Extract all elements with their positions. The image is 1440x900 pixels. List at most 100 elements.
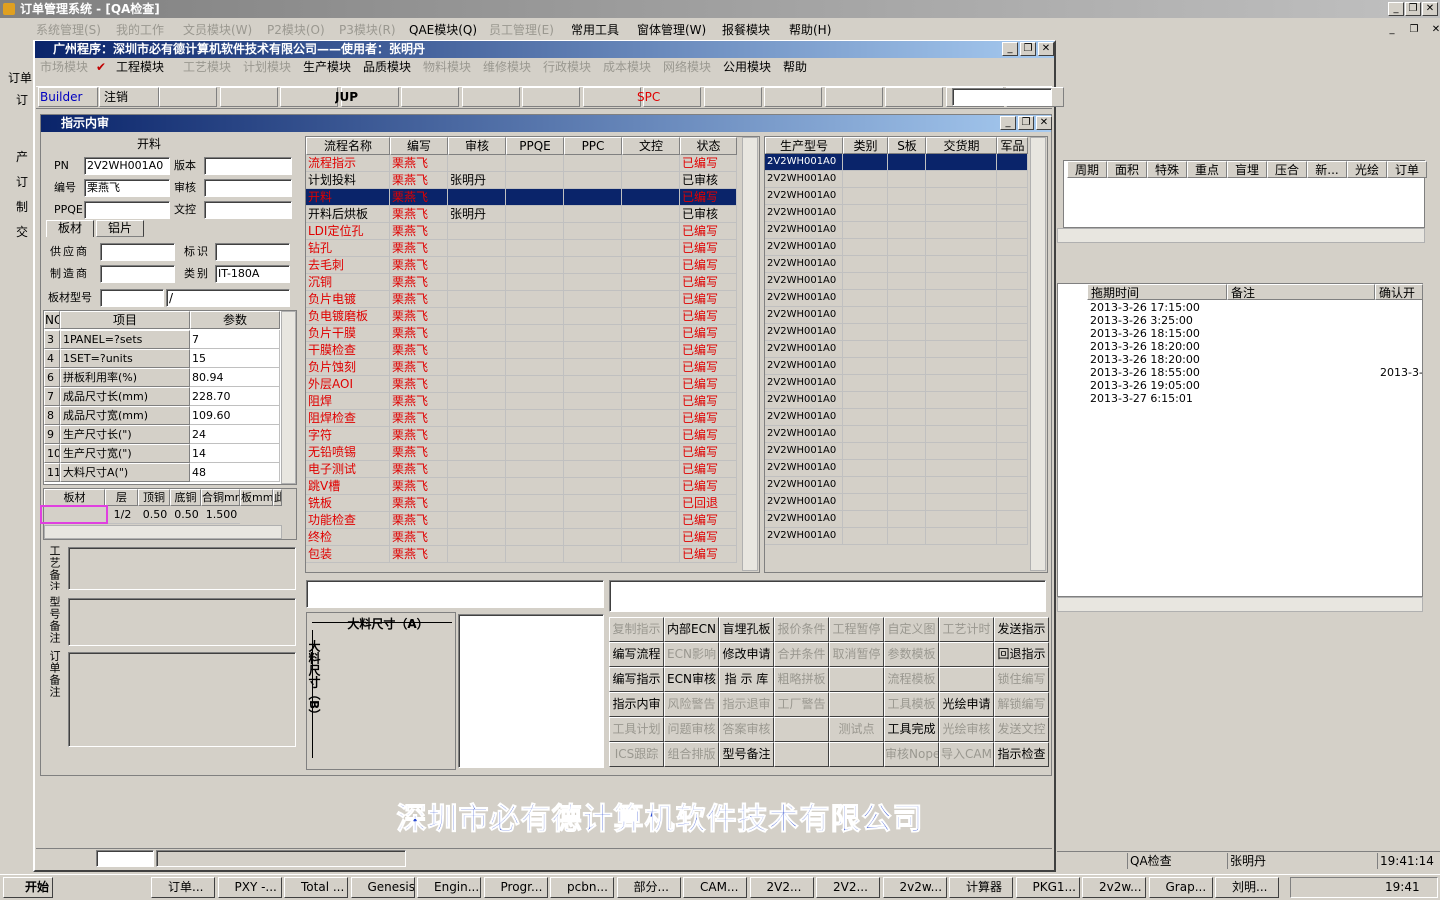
menu-item[interactable]: 网络模块	[663, 60, 712, 74]
flow-cell[interactable]	[622, 427, 680, 444]
flow-cell[interactable]	[564, 359, 622, 376]
action-button[interactable]: 内部ECN	[664, 617, 719, 642]
flow-cell[interactable]: 计划投料	[306, 172, 390, 189]
action-button[interactable]: 光绘审核	[939, 717, 994, 742]
menu-item[interactable]: 成本模块	[603, 60, 652, 74]
models-cell[interactable]: 2V2WH001A0	[765, 528, 843, 545]
models-cell[interactable]	[926, 460, 997, 477]
models-cell[interactable]: 2V2WH001A0	[765, 324, 843, 341]
models-cell[interactable]: 2V2WH001A0	[765, 222, 843, 239]
flow-cell[interactable]	[564, 257, 622, 274]
models-cell[interactable]	[926, 324, 997, 341]
models-cell[interactable]	[997, 205, 1028, 222]
flow-cell[interactable]: LDI定位孔	[306, 223, 390, 240]
action-button[interactable]: 工厂警告	[774, 692, 829, 717]
flow-cell[interactable]: 栗燕飞	[390, 325, 448, 342]
flow-cell[interactable]: 栗燕飞	[390, 206, 448, 223]
flow-cell[interactable]	[506, 444, 564, 461]
tab[interactable]: 板材	[46, 220, 94, 237]
action-button[interactable]: ICS跟踪	[609, 742, 664, 767]
toolbar-button[interactable]	[280, 87, 338, 107]
models-cell[interactable]: 2V2WH001A0	[765, 477, 843, 494]
action-button[interactable]: 指 示 库	[719, 667, 774, 692]
task-button[interactable]: 部分...	[616, 877, 681, 898]
flow-cell[interactable]: 已编写	[680, 325, 737, 342]
flow-cell[interactable]	[564, 529, 622, 546]
flow-cell[interactable]	[564, 478, 622, 495]
flow-cell[interactable]	[448, 410, 506, 427]
models-cell[interactable]	[888, 392, 926, 409]
menu-item[interactable]: 报餐模块	[722, 23, 771, 37]
flow-cell[interactable]	[448, 427, 506, 444]
models-cell[interactable]	[843, 256, 888, 273]
models-cell[interactable]: 2V2WH001A0	[765, 409, 843, 426]
flow-cell[interactable]: 已编写	[680, 189, 737, 206]
menu-item[interactable]: 公用模块	[723, 60, 772, 74]
models-cell[interactable]	[843, 290, 888, 307]
models-cell[interactable]: 2V2WH001A0	[765, 290, 843, 307]
models-cell[interactable]	[843, 528, 888, 545]
task-button[interactable]: Total ...	[284, 877, 348, 898]
action-button[interactable]: 工具完成	[884, 717, 939, 742]
toolbar-button[interactable]	[643, 87, 701, 107]
toolbar-button[interactable]	[98, 87, 159, 107]
models-cell[interactable]	[888, 256, 926, 273]
models-cell[interactable]	[997, 239, 1028, 256]
field-input[interactable]	[100, 289, 164, 307]
task-button[interactable]: 订单...	[151, 877, 215, 898]
flow-cell[interactable]: 栗燕飞	[390, 291, 448, 308]
flow-cell[interactable]	[448, 461, 506, 478]
task-button[interactable]: CAM...	[683, 877, 747, 898]
models-cell[interactable]	[997, 154, 1028, 171]
menu-item[interactable]: 品质模块	[363, 60, 412, 74]
flow-cell[interactable]	[622, 189, 680, 206]
models-cell[interactable]	[888, 307, 926, 324]
action-button[interactable]: 参数模板	[884, 642, 939, 667]
models-cell[interactable]	[843, 273, 888, 290]
action-button[interactable]	[829, 692, 884, 717]
models-cell[interactable]: 2V2WH001A0	[765, 358, 843, 375]
flow-cell[interactable]: 栗燕飞	[390, 478, 448, 495]
flow-cell[interactable]: 张明丹	[448, 206, 506, 223]
flow-cell[interactable]: 栗燕飞	[390, 155, 448, 172]
action-button[interactable]	[774, 717, 829, 742]
flow-cell[interactable]: 已编写	[680, 546, 737, 563]
flow-cell[interactable]: 栗燕飞	[390, 223, 448, 240]
window-control[interactable]: ✕	[1038, 42, 1054, 56]
flow-cell[interactable]: 栗燕飞	[390, 546, 448, 563]
flow-cell[interactable]: 栗燕飞	[390, 257, 448, 274]
flow-cell[interactable]	[564, 223, 622, 240]
flow-cell[interactable]	[506, 274, 564, 291]
flow-cell[interactable]	[622, 325, 680, 342]
models-cell[interactable]	[888, 188, 926, 205]
flow-cell[interactable]: 已编写	[680, 512, 737, 529]
menu-item[interactable]: 计划模块	[243, 60, 292, 74]
models-cell[interactable]	[926, 426, 997, 443]
flow-cell[interactable]	[448, 478, 506, 495]
models-cell[interactable]: 2V2WH001A0	[765, 392, 843, 409]
task-button[interactable]: 2v2w...	[1082, 877, 1146, 898]
task-button[interactable]: 2V2...	[816, 877, 880, 898]
flow-cell[interactable]	[448, 325, 506, 342]
models-cell[interactable]	[888, 290, 926, 307]
flow-cell[interactable]	[564, 291, 622, 308]
task-button[interactable]: PXY -...	[217, 877, 282, 898]
flow-cell[interactable]: 包装	[306, 546, 390, 563]
action-button[interactable]: 问题审核	[664, 717, 719, 742]
menu-item[interactable]: 物料模块	[423, 60, 472, 74]
action-button[interactable]: 型号备注	[719, 742, 774, 767]
flow-cell[interactable]	[564, 274, 622, 291]
remark-box[interactable]	[68, 652, 296, 747]
models-cell[interactable]	[843, 239, 888, 256]
combo[interactable]	[306, 580, 604, 608]
models-cell[interactable]: 2V2WH001A0	[765, 154, 843, 171]
flow-cell[interactable]	[622, 308, 680, 325]
action-button[interactable]: 工艺计时	[939, 617, 994, 642]
action-button[interactable]: 粗略拼板	[774, 667, 829, 692]
task-button[interactable]: 刘明...	[1215, 877, 1279, 898]
flow-cell[interactable]	[564, 512, 622, 529]
window-control[interactable]: ❐	[1405, 2, 1421, 16]
flow-cell[interactable]: 已编写	[680, 427, 737, 444]
models-cell[interactable]	[926, 392, 997, 409]
models-cell[interactable]	[888, 273, 926, 290]
